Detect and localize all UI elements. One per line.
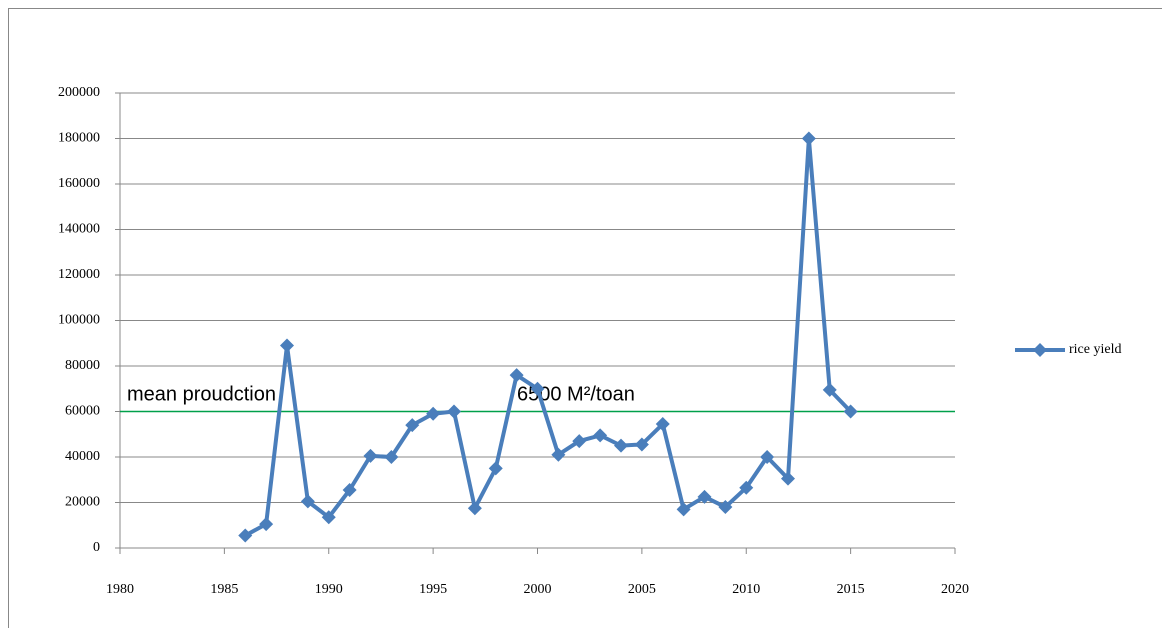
x-tick-label: 1990 — [315, 582, 343, 597]
y-tick-label: 0 — [93, 540, 100, 555]
y-tick-label: 60000 — [65, 404, 100, 419]
data-point — [697, 489, 712, 504]
x-tick-label: 1995 — [419, 582, 447, 597]
data-point — [384, 450, 399, 464]
annotation: mean proudction — [127, 383, 276, 405]
y-tick-label: 40000 — [65, 449, 100, 464]
data-point — [655, 417, 670, 432]
data-point — [363, 448, 378, 463]
x-tick-label: 2020 — [941, 582, 969, 597]
data-point — [822, 382, 837, 397]
data-point — [467, 501, 482, 516]
y-tick-label: 100000 — [58, 313, 100, 328]
data-point — [405, 418, 420, 433]
data-point — [488, 461, 503, 476]
legend-label: rice yield — [1069, 342, 1121, 357]
data-point — [718, 500, 733, 515]
data-point — [593, 428, 608, 443]
data-point — [843, 404, 858, 419]
data-point — [760, 450, 775, 464]
data-point — [259, 517, 274, 532]
x-tick-label: 2015 — [837, 582, 865, 597]
data-point — [614, 438, 628, 453]
data-point — [801, 131, 816, 146]
data-point — [676, 502, 691, 517]
x-tick-label: 2005 — [628, 582, 656, 597]
data-point — [634, 437, 649, 452]
data-point — [509, 368, 524, 383]
data-point — [572, 434, 587, 449]
annotation: 6500 M²/toan — [517, 383, 635, 405]
data-point — [739, 480, 754, 495]
data-point — [447, 404, 461, 419]
data-point — [530, 381, 545, 396]
x-tick-label: 1985 — [210, 582, 238, 597]
x-tick-label: 2010 — [732, 582, 760, 597]
legend-marker — [1033, 343, 1047, 357]
y-tick-label: 120000 — [58, 267, 100, 282]
data-point — [280, 338, 294, 353]
y-tick-label: 180000 — [58, 131, 100, 146]
y-tick-label: 200000 — [58, 85, 100, 100]
data-point — [426, 406, 441, 421]
x-tick-label: 2000 — [524, 582, 552, 597]
data-point — [551, 447, 566, 462]
data-point — [342, 482, 357, 497]
y-tick-label: 80000 — [65, 358, 100, 373]
data-point — [300, 494, 315, 509]
data-point — [781, 471, 795, 486]
y-tick-label: 160000 — [58, 176, 100, 191]
y-tick-label: 140000 — [58, 222, 100, 237]
y-tick-label: 20000 — [65, 495, 100, 510]
data-point — [238, 528, 253, 543]
chart-border — [8, 8, 1162, 628]
data-line — [244, 136, 853, 538]
x-tick-label: 1980 — [106, 582, 134, 597]
data-point — [321, 510, 336, 525]
